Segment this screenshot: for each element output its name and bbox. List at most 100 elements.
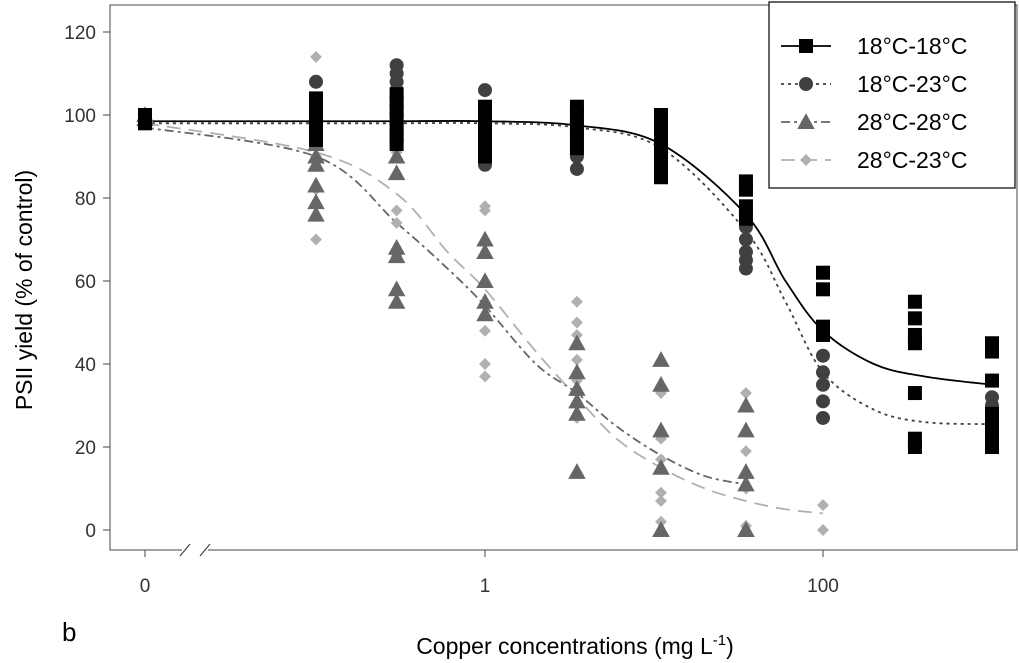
data-point-circle: [816, 410, 830, 425]
y-tick-label: 80: [75, 189, 96, 210]
data-point-square: [653, 128, 668, 143]
y-axis-title: PSII yield (% of control): [11, 170, 37, 410]
legend-label: 18°C-18°C: [857, 33, 967, 59]
data-point-triangle: [387, 239, 406, 255]
data-point-triangle: [387, 164, 406, 181]
data-point-square: [738, 199, 753, 214]
data-point-triangle: [568, 392, 586, 409]
data-point-square: [985, 440, 999, 454]
x-tick-label: 1: [480, 576, 491, 597]
data-point-square: [907, 336, 922, 351]
data-point-triangle: [737, 475, 755, 492]
data-point-diamond: [817, 499, 829, 512]
data-point-diamond: [479, 324, 491, 337]
data-point-triangle: [652, 521, 670, 537]
data-point-triangle: [476, 293, 494, 309]
data-point-triangle: [568, 380, 586, 396]
data-point-triangle: [307, 156, 325, 172]
data-point-triangle: [476, 243, 494, 259]
data-point-triangle: [307, 147, 325, 164]
x-tick-label: 100: [807, 576, 839, 597]
x-axis-title-end: ): [726, 633, 734, 659]
data-point-square: [569, 108, 584, 122]
data-point-circle: [478, 83, 492, 98]
data-point-circle: [816, 377, 830, 392]
x-axis-break-gap: [182, 544, 208, 556]
x-axis-title: Copper concentrations (mg L-1): [416, 632, 734, 659]
series-points: [138, 87, 999, 454]
data-point-square: [985, 344, 999, 359]
fit-curve: [145, 122, 993, 426]
data-points-layer: [136, 50, 999, 537]
data-point-diamond: [800, 154, 812, 166]
legend: 18°C-18°C 18°C-23°C 28°C-28°C 28°C-23°C: [768, 1, 1016, 189]
data-point-diamond: [739, 387, 752, 399]
data-point-square: [653, 108, 668, 122]
data-point-triangle: [387, 293, 406, 309]
data-point-triangle: [652, 376, 670, 392]
y-tick-label: 60: [75, 272, 96, 293]
data-point-square: [569, 141, 584, 156]
legend-label: 28°C-23°C: [857, 147, 967, 173]
data-point-circle: [816, 394, 830, 409]
data-point-square: [816, 265, 830, 280]
data-point-diamond: [479, 204, 491, 217]
data-point-triangle: [387, 247, 406, 264]
data-point-triangle: [387, 147, 406, 164]
data-point-triangle: [476, 305, 494, 322]
data-point-circle: [569, 161, 584, 176]
data-point-square: [985, 406, 999, 421]
data-point-triangle: [568, 463, 586, 479]
data-point-diamond: [310, 50, 322, 63]
data-point-square: [907, 311, 922, 326]
data-point-triangle: [387, 280, 406, 297]
data-point-square: [309, 132, 323, 147]
data-point-square: [738, 182, 753, 197]
data-point-triangle: [307, 205, 325, 222]
data-point-square: [985, 419, 999, 434]
data-point-triangle: [568, 405, 586, 421]
data-point-square: [816, 327, 830, 342]
axes-layer: 0 20 40 60 80 100 120 0 1 100: [64, 4, 1018, 597]
data-point-triangle: [307, 193, 325, 210]
data-point-diamond: [570, 316, 583, 329]
data-point-circle: [799, 77, 813, 91]
data-point-triangle: [737, 396, 755, 413]
data-point-triangle: [476, 272, 494, 288]
panel-label: b: [62, 617, 76, 647]
data-point-triangle: [737, 421, 755, 438]
data-point-circle: [738, 232, 753, 247]
data-point-square: [138, 108, 152, 122]
data-point-square: [738, 211, 753, 226]
x-axis-title-main: Copper concentrations (mg L: [416, 633, 713, 659]
data-point-diamond: [390, 204, 403, 217]
data-point-triangle: [652, 351, 670, 367]
y-tick-label: 0: [85, 521, 96, 542]
data-point-square: [569, 128, 584, 143]
x-axis-break-mark: [179, 543, 191, 557]
data-point-circle: [816, 365, 830, 380]
data-point-diamond: [479, 370, 491, 383]
y-tick-label: 20: [75, 438, 96, 459]
plot-frame: [109, 4, 1018, 551]
data-point-square: [478, 137, 492, 152]
data-point-square: [799, 39, 813, 53]
data-point-triangle: [652, 459, 670, 475]
data-point-triangle: [307, 176, 325, 193]
series-points: [136, 106, 755, 537]
x-axis-break-mark: [199, 543, 211, 557]
x-axis-title-superscript: -1: [713, 632, 726, 649]
data-point-diamond: [817, 524, 829, 536]
data-point-diamond: [310, 233, 322, 246]
data-point-diamond: [479, 358, 491, 370]
data-point-diamond: [655, 486, 667, 499]
data-point-square: [389, 137, 404, 152]
data-point-triangle: [476, 230, 494, 247]
data-point-triangle: [797, 113, 815, 129]
data-point-triangle: [737, 463, 755, 479]
data-point-triangle: [737, 521, 755, 537]
y-tick-label: 100: [64, 106, 96, 127]
data-point-triangle: [568, 334, 586, 351]
data-point-triangle: [652, 421, 670, 438]
